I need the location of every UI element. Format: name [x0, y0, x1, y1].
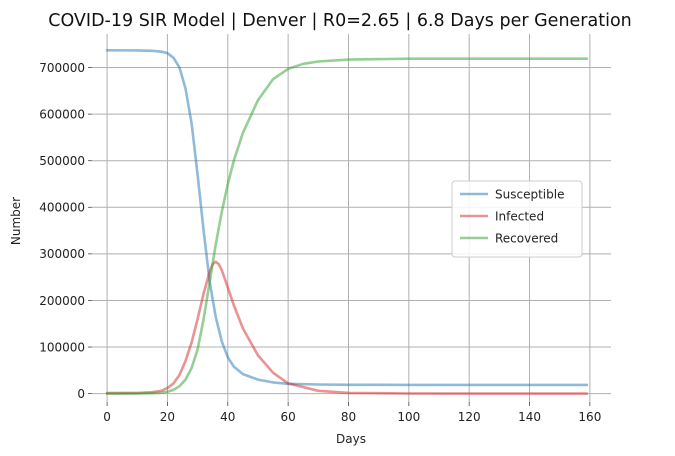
y-tick-label: 600000	[39, 107, 85, 121]
series-line-susceptible	[105, 48, 589, 387]
x-axis-label: Days	[336, 432, 366, 446]
y-axis-label: Number	[9, 197, 23, 245]
y-tick-label: 300000	[39, 247, 85, 261]
x-axis-ticks: 0 20 40 60 80 100 120 140 160	[103, 402, 601, 424]
legend-label-susceptible: Susceptible	[495, 187, 564, 201]
series-line-infected	[105, 260, 589, 395]
chart-title: COVID-19 SIR Model | Denver | R0=2.65 | …	[48, 11, 632, 31]
legend-label-infected: Infected	[495, 209, 544, 223]
x-tick-label: 80	[341, 410, 356, 424]
x-tick-label: 0	[103, 410, 111, 424]
series-line-recovered	[105, 57, 589, 395]
x-tick-label: 160	[578, 410, 601, 424]
x-tick-label: 40	[220, 410, 235, 424]
y-tick-label: 500000	[39, 154, 85, 168]
x-tick-label: 60	[280, 410, 295, 424]
y-tick-label: 400000	[39, 201, 85, 215]
x-tick-label: 120	[458, 410, 481, 424]
y-tick-label: 0	[77, 387, 85, 401]
legend: Susceptible Infected Recovered	[451, 180, 583, 258]
legend-label-recovered: Recovered	[495, 231, 558, 245]
x-tick-label: 140	[518, 410, 541, 424]
y-axis-ticks: 0 100000 200000 300000 400000 500000 600000 700…	[39, 61, 92, 401]
y-tick-label: 100000	[39, 340, 85, 354]
y-tick-label: 200000	[39, 294, 85, 308]
plot-area	[105, 48, 589, 395]
x-tick-label: 100	[397, 410, 420, 424]
x-tick-label: 20	[160, 410, 175, 424]
y-tick-label: 700000	[39, 61, 85, 75]
